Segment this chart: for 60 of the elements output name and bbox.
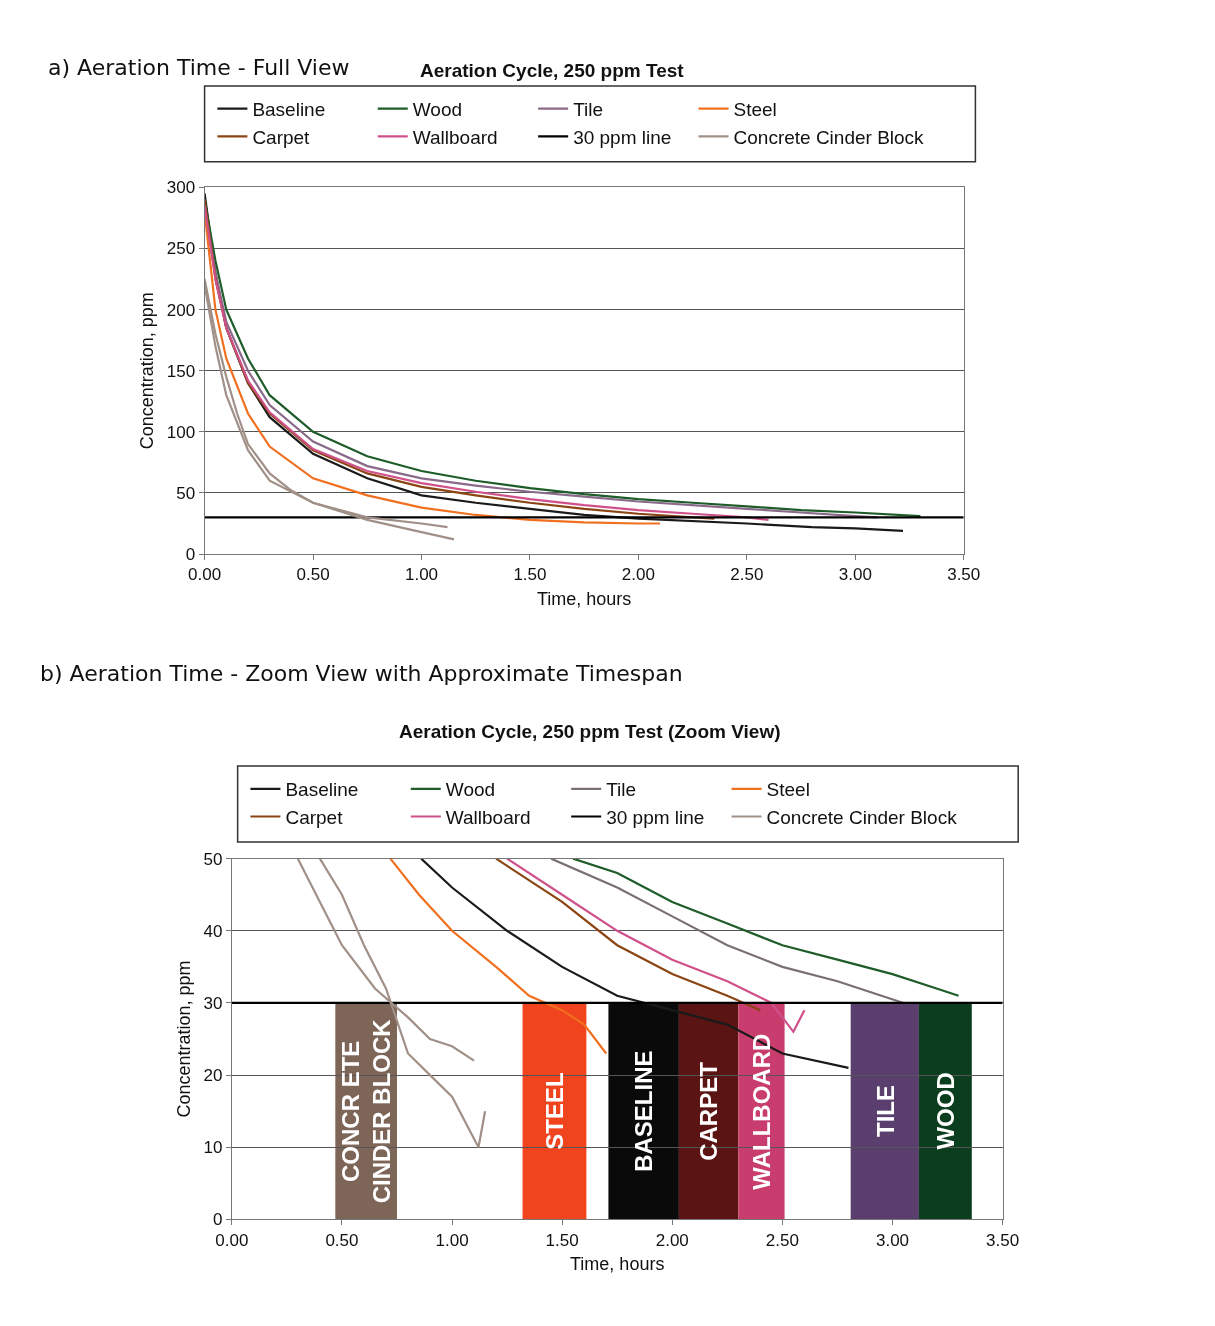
legend-label: Tile [573,99,604,121]
y-tick-label: 100 [166,422,196,442]
x-tick-label: 3.50 [947,565,981,585]
legend-label: Baseline [285,779,359,801]
legend-label: Steel [733,99,777,121]
legend-label: 30 ppm line [573,126,672,148]
legend-label: Carpet [252,126,311,148]
band-label: TILE [871,1084,899,1137]
text: a) Aeration Time - Full View [48,55,350,80]
legend-label: Concrete Cinder Block [733,126,925,148]
band-label: BASELINE [630,1050,658,1172]
legend-label: Steel [766,779,810,801]
y-tick-label: 50 [203,849,223,869]
y-tick-label: 10 [203,1138,223,1158]
x-tick-label: 2.50 [730,565,764,585]
y-axis-title: Concentration, ppm [173,960,194,1118]
y-tick-label: 150 [166,361,196,381]
legend-label: Wallboard [412,126,498,148]
x-tick-label: 1.00 [435,1230,469,1250]
x-tick-label: 0.00 [188,565,222,585]
band-label: CONCR ETE CINDER BLOCK [336,1018,396,1204]
legend-label: Tile [606,779,637,801]
y-tick-label: 200 [166,300,196,320]
y-tick-label: 20 [203,1066,223,1086]
x-tick-label: 0.00 [215,1230,249,1250]
x-tick-label: 0.50 [296,565,330,585]
x-tick-label: 3.50 [986,1230,1020,1250]
legend-label: Wallboard [445,806,531,828]
band-label: CARPET [695,1061,723,1161]
x-tick-label: 2.00 [621,565,655,585]
x-tick-label: 2.00 [655,1230,689,1250]
y-tick-label: 50 [176,483,196,503]
x-axis-title: Time, hours [536,588,632,609]
text: b) Aeration Time - Zoom View with Approximate Timespan [40,661,683,686]
x-tick-label: 1.50 [513,565,547,585]
legend-label: Carpet [285,806,344,828]
legend-label: Baseline [252,99,326,121]
chart-title: Aeration Cycle, 250 ppm Test (Zoom View) [399,721,781,742]
x-tick-label: 2.50 [765,1230,799,1250]
x-tick-label: 1.00 [404,565,439,585]
y-axis-title: Concentration, ppm [137,292,158,450]
x-tick-label: 3.00 [838,565,872,585]
x-axis-title: Time, hours [570,1253,665,1274]
y-tick-label: 40 [203,921,223,941]
x-tick-label: 3.00 [875,1230,910,1250]
band-label: WALLBOARD [748,1033,776,1190]
chart-title: Aeration Cycle, 250 ppm Test [420,60,685,81]
legend-label: 30 ppm line [606,806,705,828]
legend-label: Wood [445,779,496,801]
legend-label: Concrete Cinder Block [766,806,958,828]
legend-label: Wood [412,99,463,121]
band-label: STEEL [541,1072,569,1150]
y-tick-label: 0 [185,545,196,565]
y-tick-label: 300 [166,178,196,198]
x-tick-label: 0.50 [325,1230,359,1250]
y-tick-label: 250 [166,239,196,259]
y-tick-label: 0 [212,1210,223,1230]
y-tick-label: 30 [203,993,223,1013]
x-tick-label: 1.50 [545,1230,579,1250]
band-label: WOOD [932,1072,960,1150]
